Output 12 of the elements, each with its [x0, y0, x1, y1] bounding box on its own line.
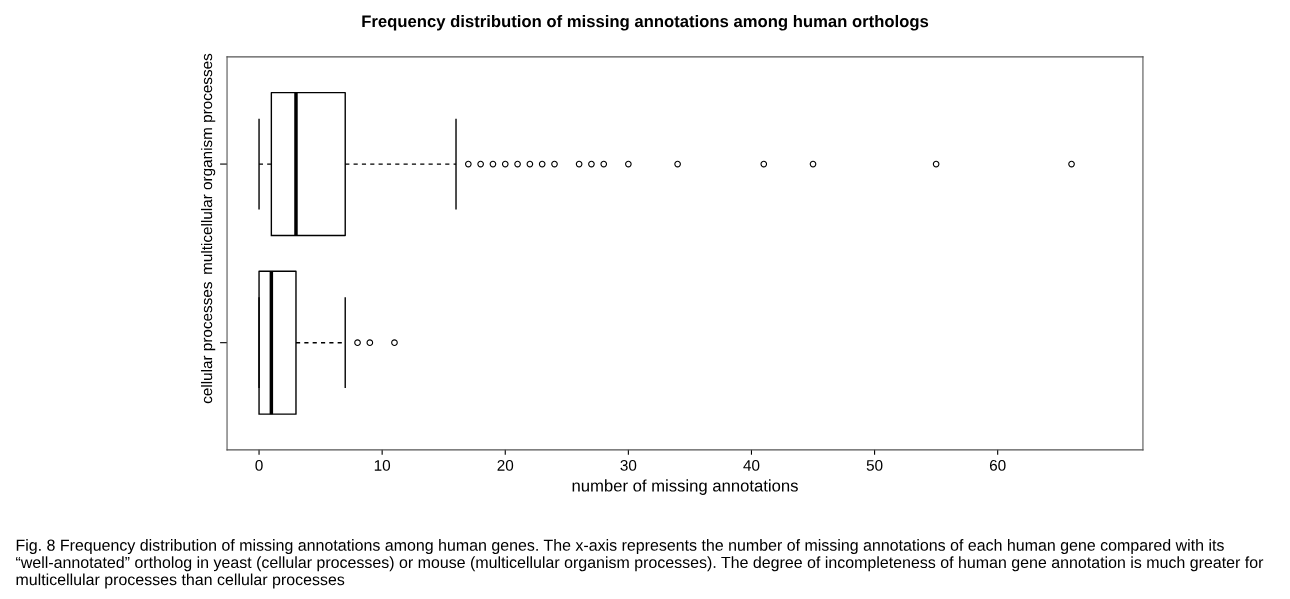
x-axis-title: number of missing annotations [572, 479, 798, 495]
x-tick-label: 0 [255, 459, 263, 471]
x-tick-label: 20 [497, 459, 514, 471]
caption: Fig. 8 Frequency distribution of missing annotations among human genes. The x-axis represents the number of missing annotations of each human gene compared with its “well-annotated” ortholog in yeast (cellular processes) or mouse (multicellular organism processes). The degree of incompleteness of human gene annotation is much greater for multicellular processes than cellular processes [16, 539, 1264, 589]
x-tick-label: 50 [866, 459, 883, 471]
x-tick-label: 10 [374, 459, 391, 471]
x-tick-label: 30 [620, 459, 637, 471]
x-tick-label: 60 [989, 459, 1006, 471]
chart-title: Frequency distribution of missing annotations among human orthologs [362, 14, 929, 31]
y-tick-label: multicellular organism processes [200, 53, 216, 274]
y-tick-label: cellular processes [200, 282, 216, 404]
x-tick-label: 40 [743, 459, 760, 471]
